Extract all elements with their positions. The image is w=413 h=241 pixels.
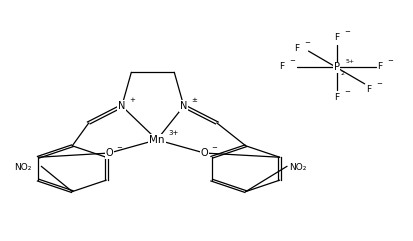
- Text: F: F: [334, 93, 339, 102]
- Text: P: P: [334, 62, 339, 73]
- Text: F: F: [366, 85, 371, 94]
- Text: −: −: [116, 145, 122, 151]
- Text: −: −: [344, 29, 350, 35]
- Text: N: N: [180, 101, 188, 111]
- Text: 3+: 3+: [169, 130, 179, 136]
- Text: 2: 2: [341, 71, 345, 76]
- Text: O: O: [106, 148, 113, 158]
- Text: −: −: [376, 81, 382, 87]
- Text: 5+: 5+: [346, 59, 355, 64]
- Text: F: F: [377, 62, 382, 71]
- Text: F: F: [334, 33, 339, 42]
- Text: Mn: Mn: [149, 135, 165, 145]
- Text: O: O: [201, 148, 208, 158]
- Text: −: −: [211, 145, 217, 151]
- Text: −: −: [289, 58, 295, 64]
- Text: −: −: [304, 40, 310, 46]
- Text: N: N: [118, 101, 126, 111]
- Text: NO₂: NO₂: [14, 163, 31, 172]
- Text: NO₂: NO₂: [289, 163, 306, 172]
- Text: −: −: [387, 58, 393, 64]
- Text: −: −: [344, 89, 350, 95]
- Text: +: +: [129, 97, 135, 103]
- Text: F: F: [294, 44, 299, 53]
- Text: ±: ±: [191, 97, 197, 103]
- Text: F: F: [279, 62, 284, 71]
